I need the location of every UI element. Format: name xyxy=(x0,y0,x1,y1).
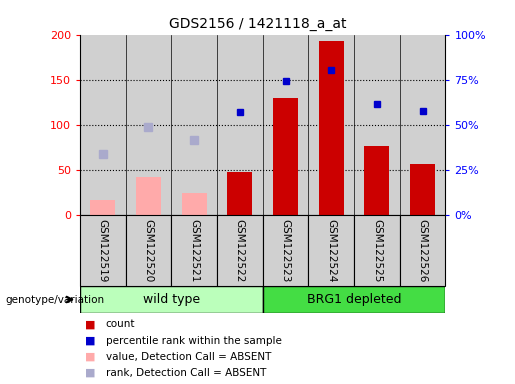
Text: BRG1 depleted: BRG1 depleted xyxy=(307,293,401,306)
Bar xyxy=(80,35,126,215)
Bar xyxy=(308,215,354,286)
Text: ■: ■ xyxy=(85,352,95,362)
Bar xyxy=(80,215,126,286)
Bar xyxy=(364,146,389,215)
Text: ■: ■ xyxy=(85,319,95,329)
Bar xyxy=(354,215,400,286)
Bar xyxy=(136,177,161,215)
Text: percentile rank within the sample: percentile rank within the sample xyxy=(106,336,282,346)
Bar xyxy=(171,215,217,286)
Text: rank, Detection Call = ABSENT: rank, Detection Call = ABSENT xyxy=(106,368,266,378)
Bar xyxy=(263,286,445,313)
Bar xyxy=(80,286,263,313)
Bar xyxy=(217,215,263,286)
Text: genotype/variation: genotype/variation xyxy=(5,295,104,305)
Bar xyxy=(308,35,354,215)
Bar xyxy=(126,215,171,286)
Text: value, Detection Call = ABSENT: value, Detection Call = ABSENT xyxy=(106,352,271,362)
Bar xyxy=(171,35,217,215)
Text: count: count xyxy=(106,319,135,329)
Text: GSM122520: GSM122520 xyxy=(143,219,153,282)
Text: GSM122519: GSM122519 xyxy=(98,219,108,282)
Bar xyxy=(319,41,344,215)
Bar xyxy=(126,35,171,215)
Text: ■: ■ xyxy=(85,336,95,346)
Bar xyxy=(400,215,445,286)
Bar xyxy=(354,35,400,215)
Text: GSM122522: GSM122522 xyxy=(235,219,245,282)
Text: GDS2156 / 1421118_a_at: GDS2156 / 1421118_a_at xyxy=(169,17,346,31)
Text: GSM122525: GSM122525 xyxy=(372,219,382,282)
Bar xyxy=(400,35,445,215)
Text: GSM122524: GSM122524 xyxy=(326,219,336,282)
Bar xyxy=(90,200,115,215)
Text: GSM122523: GSM122523 xyxy=(281,219,290,282)
Bar xyxy=(273,98,298,215)
Bar xyxy=(217,35,263,215)
Bar xyxy=(410,164,435,215)
Bar xyxy=(263,35,308,215)
Text: GSM122526: GSM122526 xyxy=(418,219,427,282)
Bar xyxy=(181,194,207,215)
Text: GSM122521: GSM122521 xyxy=(189,219,199,282)
Text: ■: ■ xyxy=(85,368,95,378)
Bar xyxy=(227,172,252,215)
Text: wild type: wild type xyxy=(143,293,200,306)
Bar xyxy=(263,215,308,286)
